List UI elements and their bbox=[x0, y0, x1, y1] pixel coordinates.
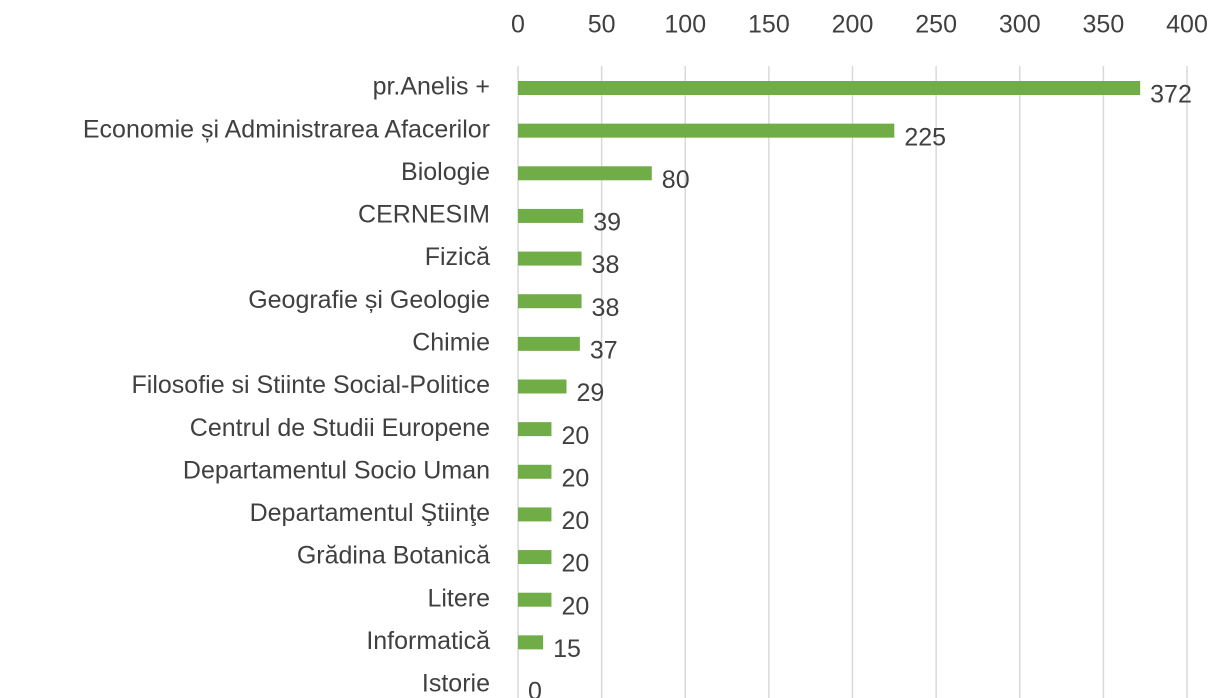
y-tick-label: Informatică bbox=[366, 627, 490, 655]
x-tick-label: 0 bbox=[511, 11, 525, 39]
x-tick-label: 100 bbox=[664, 11, 706, 39]
data-label: 20 bbox=[561, 592, 589, 620]
data-label: 20 bbox=[561, 464, 589, 492]
data-label: 39 bbox=[593, 209, 621, 237]
data-label: 80 bbox=[662, 166, 690, 194]
bar bbox=[518, 166, 652, 181]
bar bbox=[518, 550, 552, 565]
y-tick-label: Fizică bbox=[425, 243, 490, 271]
data-label: 29 bbox=[577, 379, 605, 407]
bar bbox=[518, 635, 544, 650]
bar bbox=[518, 379, 567, 394]
x-tick-label: 200 bbox=[832, 11, 874, 39]
data-label: 37 bbox=[590, 336, 618, 364]
y-tick-label: Filosofie si Stiinte Social-Politice bbox=[132, 371, 490, 399]
data-label: 0 bbox=[528, 678, 542, 698]
x-tick-label: 300 bbox=[999, 11, 1041, 39]
data-label: 225 bbox=[904, 123, 946, 151]
bar bbox=[518, 592, 552, 607]
data-label: 20 bbox=[561, 507, 589, 535]
bar bbox=[518, 422, 552, 437]
x-tick-label: 400 bbox=[1166, 11, 1208, 39]
y-tick-label: Centrul de Studii Europene bbox=[190, 414, 490, 442]
data-label: 20 bbox=[561, 550, 589, 578]
y-tick-label: CERNESIM bbox=[358, 201, 490, 229]
y-tick-label: Grădina Botanică bbox=[297, 542, 490, 570]
bar bbox=[518, 208, 584, 223]
data-label: 38 bbox=[592, 294, 620, 322]
y-tick-label: Istorie bbox=[422, 670, 490, 698]
data-label: 20 bbox=[561, 422, 589, 450]
data-label: 15 bbox=[553, 635, 581, 663]
data-label: 372 bbox=[1150, 81, 1192, 109]
bar bbox=[518, 294, 582, 309]
y-tick-label: Departamentul Socio Uman bbox=[183, 456, 490, 484]
bar bbox=[518, 81, 1141, 95]
bar bbox=[518, 336, 580, 351]
data-label: 38 bbox=[592, 251, 620, 279]
y-tick-label: Chimie bbox=[412, 328, 490, 356]
y-tick-label: Economie și Administrarea Afacerilor bbox=[83, 115, 490, 143]
y-tick-label: Biologie bbox=[401, 158, 490, 186]
y-tick-label: Litere bbox=[427, 584, 490, 612]
x-tick-label: 150 bbox=[748, 11, 790, 39]
y-tick-label: Geografie și Geologie bbox=[248, 286, 490, 314]
y-tick-label: pr.Anelis + bbox=[373, 73, 490, 101]
bar bbox=[518, 507, 552, 522]
y-tick-label: Departamentul Ştiinţe bbox=[250, 499, 490, 527]
x-tick-label: 50 bbox=[588, 11, 616, 39]
x-tick-label: 250 bbox=[915, 11, 957, 39]
bar bbox=[518, 123, 895, 138]
bar bbox=[518, 251, 582, 266]
x-tick-label: 350 bbox=[1083, 11, 1125, 39]
bar bbox=[518, 464, 552, 479]
